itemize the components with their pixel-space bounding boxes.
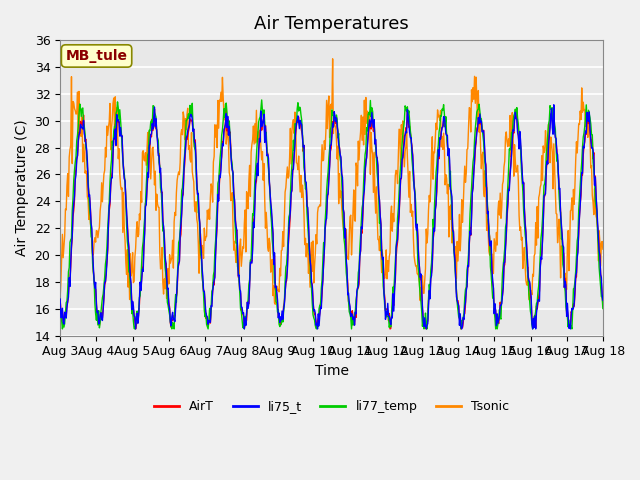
Legend: AirT, li75_t, li77_temp, Tsonic: AirT, li75_t, li77_temp, Tsonic [149,395,514,418]
Y-axis label: Air Temperature (C): Air Temperature (C) [15,120,29,256]
X-axis label: Time: Time [314,364,349,378]
Title: Air Temperatures: Air Temperatures [254,15,409,33]
Text: MB_tule: MB_tule [65,49,127,63]
